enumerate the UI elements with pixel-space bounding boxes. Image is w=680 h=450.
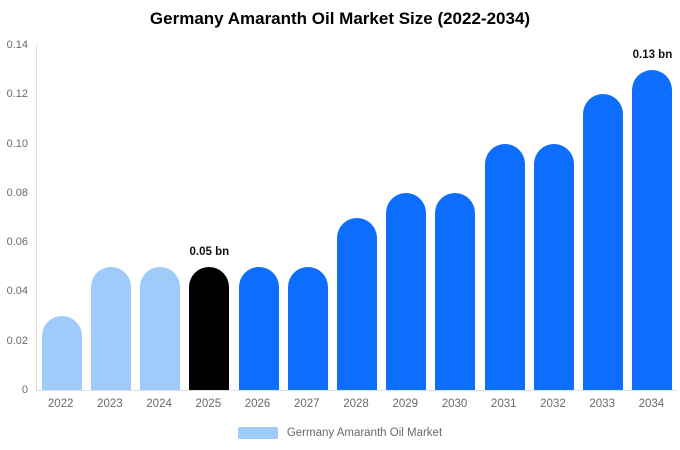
- x-label-2030: 2030: [441, 398, 468, 410]
- x-label-2028: 2028: [343, 398, 369, 410]
- x-label-2025: 2025: [195, 398, 222, 410]
- x-label-2032: 2032: [540, 398, 566, 410]
- chart-title: Germany Amaranth Oil Market Size (2022-2…: [149, 9, 531, 28]
- bar-2022: [41, 316, 82, 390]
- legend-swatch-icon[interactable]: [237, 427, 278, 439]
- bar-2033: [583, 94, 624, 390]
- x-label-2031: 2031: [490, 398, 517, 410]
- y-tick-0: 0: [21, 384, 28, 396]
- bar-slot-2025: 0.05 bn: [185, 45, 234, 390]
- x-label-2022: 2022: [47, 398, 74, 410]
- bar-2026: [238, 266, 279, 390]
- y-tick-0.10: 0.10: [6, 137, 28, 150]
- bar-2024: [140, 266, 181, 390]
- x-label-2029: 2029: [392, 398, 419, 410]
- bar-slot-2026: [234, 45, 283, 390]
- bar-2034: [632, 69, 673, 390]
- y-tick-0.06: 0.06: [6, 236, 28, 249]
- bar-2028: [337, 217, 378, 390]
- bar-value-label-2025: 0.05 bn: [189, 245, 230, 258]
- y-tick-0.08: 0.08: [6, 186, 28, 199]
- bar-2032: [533, 143, 574, 390]
- bar-2029: [386, 192, 427, 390]
- x-label-2023: 2023: [97, 398, 123, 410]
- x-label-2024: 2024: [146, 398, 172, 410]
- x-label-2033: 2033: [589, 398, 615, 410]
- y-axis: 0 0.02 0.04 0.06 0.08 0.10 0.12 0.14: [0, 39, 32, 396]
- bar-slot-2030: [431, 45, 480, 390]
- x-label-2027: 2027: [293, 398, 320, 410]
- x-axis: 2022 2023 2024 2025 2026 2027 2028 2029 2030 2031…: [36, 398, 676, 410]
- bar-2025: [189, 266, 230, 390]
- bar-slot-2029: [382, 45, 431, 390]
- bar-slot-2024: [135, 45, 184, 390]
- legend: Germany Amaranth Oil Market: [0, 427, 680, 439]
- bar-2030: [435, 192, 476, 390]
- bar-slot-2032: [529, 45, 578, 390]
- bar-2023: [90, 266, 131, 390]
- bar-slot-2027: [283, 45, 332, 390]
- bar-slot-2022: [37, 45, 86, 390]
- bar-slot-2028: [332, 45, 381, 390]
- bar-slot-2034: 0.13 bn: [628, 45, 677, 390]
- y-tick-0.02: 0.02: [6, 334, 28, 347]
- y-tick-0.12: 0.12: [6, 88, 28, 101]
- bar-value-label-2034: 0.13 bn: [632, 48, 673, 61]
- plot-area: 0.05 bn 0.13 bn: [36, 45, 677, 391]
- legend-label[interactable]: Germany Amaranth Oil Market: [286, 427, 443, 439]
- bar-slot-2023: [86, 45, 135, 390]
- bar-2027: [287, 266, 328, 390]
- bar-slot-2033: [579, 45, 628, 390]
- x-label-2026: 2026: [244, 398, 271, 410]
- y-tick-0.04: 0.04: [6, 285, 28, 298]
- y-tick-0.14: 0.14: [6, 39, 28, 51]
- x-label-2034: 2034: [638, 398, 665, 410]
- bar-slot-2031: [480, 45, 529, 390]
- bar-2031: [484, 143, 525, 390]
